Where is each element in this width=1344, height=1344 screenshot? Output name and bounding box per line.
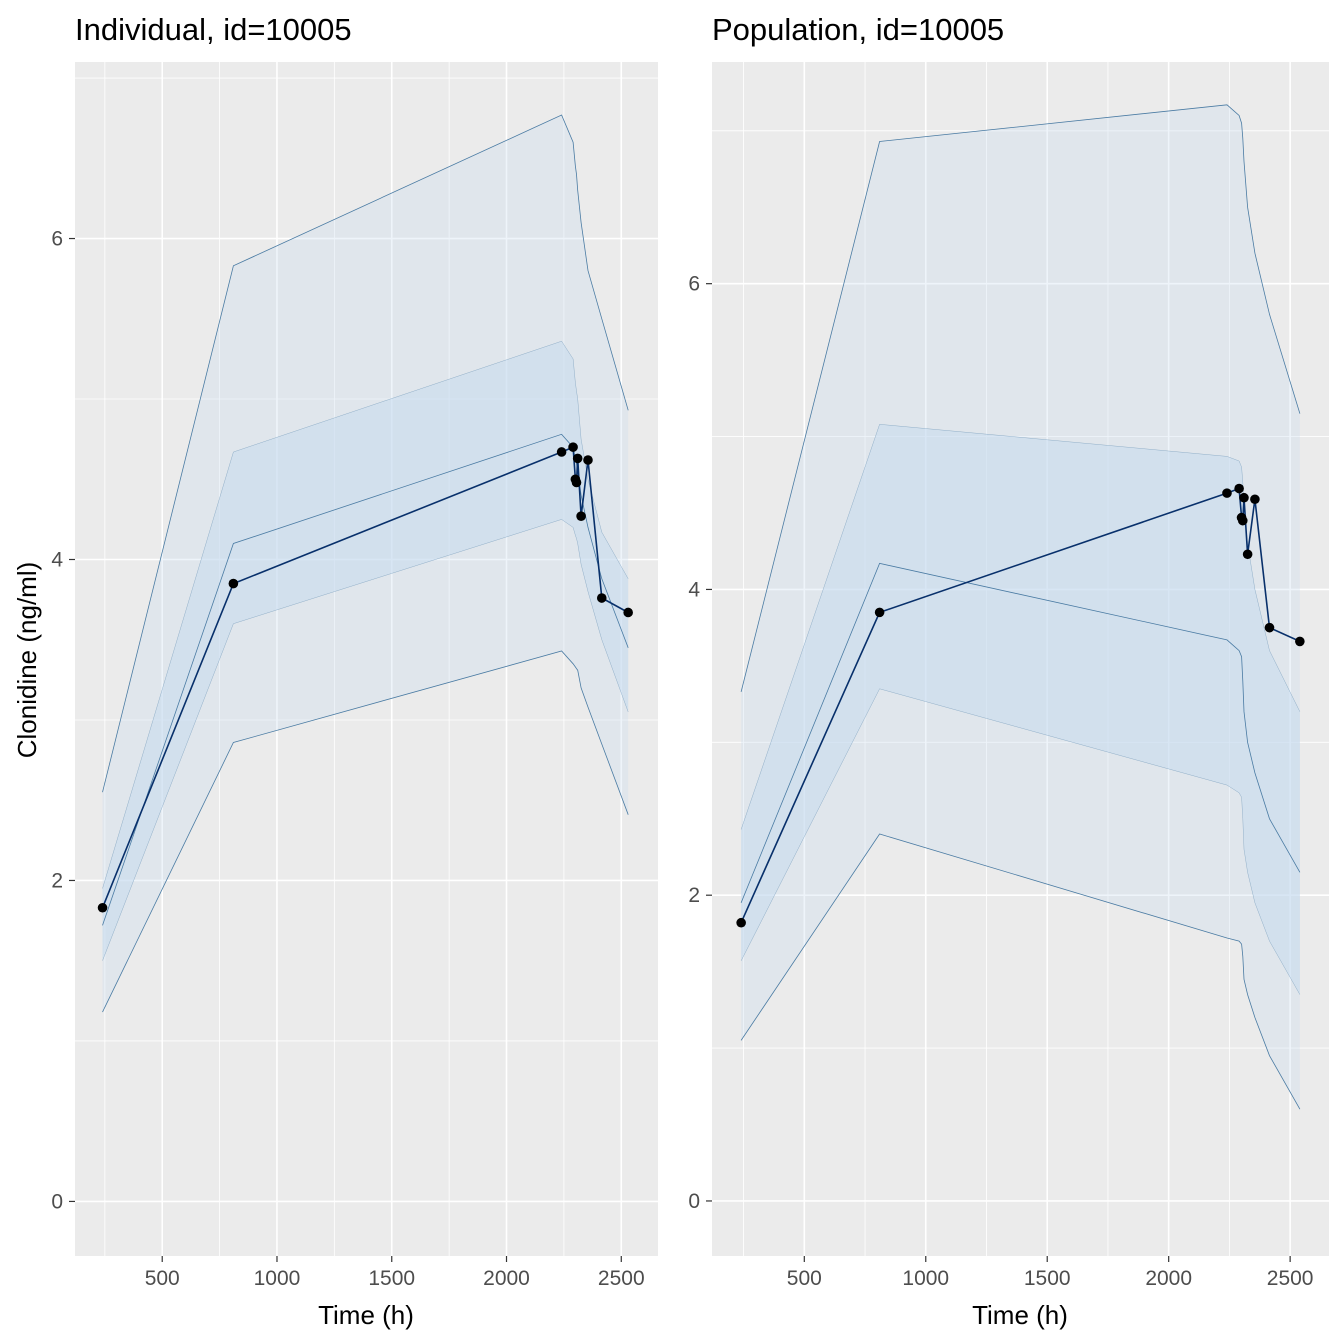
axis-ticks: 500 1000 1500 2000 2500 0 2 4 6 (688, 273, 1313, 1290)
x-tick-label: 2000 (1145, 1267, 1192, 1290)
line-p95 (102, 114, 629, 793)
observed-point (623, 607, 633, 618)
observed-point (228, 578, 239, 589)
prediction-lines (740, 104, 1301, 1110)
panel-population: Population, id=10005 500 1000 1500 2000 2500… (688, 12, 1329, 1330)
x-tick-label: 500 (145, 1267, 180, 1290)
observed-point (596, 593, 607, 603)
y-tick-label: 4 (688, 578, 700, 601)
observed-point (736, 917, 746, 928)
x-tick-label: 2500 (1267, 1267, 1314, 1290)
y-tick-label: 2 (688, 884, 700, 907)
y-axis-title: Clonidine (ng/ml) (12, 562, 42, 759)
line-p25 (102, 519, 629, 961)
line-p75 (740, 424, 1301, 830)
observed-point (1239, 492, 1249, 503)
observed-point (1242, 549, 1253, 560)
panel-title-population: Population, id=10005 (712, 12, 1004, 47)
band-50pct (102, 341, 629, 961)
y-tick-label: 4 (51, 549, 63, 572)
x-tick-label: 2500 (598, 1267, 645, 1290)
observed-point (583, 455, 593, 465)
band-50pct (741, 424, 1300, 995)
prediction-bands (102, 115, 629, 1013)
y-tick-label: 0 (688, 1190, 700, 1213)
x-tick-label: 2000 (483, 1267, 530, 1290)
x-tick-label: 1500 (1024, 1267, 1071, 1290)
observed-point (1234, 483, 1244, 494)
x-axis-title: Time (h) (318, 1300, 414, 1330)
observed-point (1222, 488, 1232, 498)
line-p75 (102, 340, 629, 889)
x-tick-label: 500 (787, 1267, 822, 1290)
observed-point (1264, 622, 1275, 633)
observed-point (1237, 515, 1248, 526)
observed-point (1295, 636, 1305, 647)
observed-series (736, 483, 1305, 928)
line-p95 (740, 104, 1301, 692)
y-tick-label: 0 (51, 1190, 63, 1213)
line-p05 (102, 650, 629, 1013)
panel-individual: Individual, id=10005 500 1000 1500 2000 2500… (12, 12, 658, 1330)
line-p25 (740, 688, 1301, 995)
axis-ticks: 500 1000 1500 2000 2500 0 2 4 6 (51, 228, 644, 1290)
y-tick-label: 6 (51, 228, 63, 251)
observed-point (572, 453, 583, 464)
grid (75, 62, 658, 1256)
observed-point (874, 607, 885, 618)
observed-point (576, 511, 586, 521)
line-p50 (740, 562, 1301, 903)
y-tick-label: 2 (51, 869, 63, 892)
line-p50 (102, 433, 629, 926)
prediction-lines (102, 114, 629, 1013)
panel-title-individual: Individual, id=10005 (75, 12, 352, 47)
observed-point (1250, 494, 1260, 505)
x-tick-label: 1000 (902, 1267, 949, 1290)
x-tick-label: 1500 (368, 1267, 415, 1290)
line-p05 (740, 833, 1301, 1110)
observed-point (97, 902, 108, 913)
observed-point (556, 447, 567, 457)
x-tick-label: 1000 (254, 1267, 301, 1290)
prediction-bands (741, 104, 1300, 1110)
observed-point (568, 442, 578, 452)
observed-point (571, 477, 582, 488)
x-axis-title: Time (h) (972, 1300, 1068, 1330)
y-tick-label: 6 (688, 273, 700, 296)
observed-series (97, 442, 633, 913)
